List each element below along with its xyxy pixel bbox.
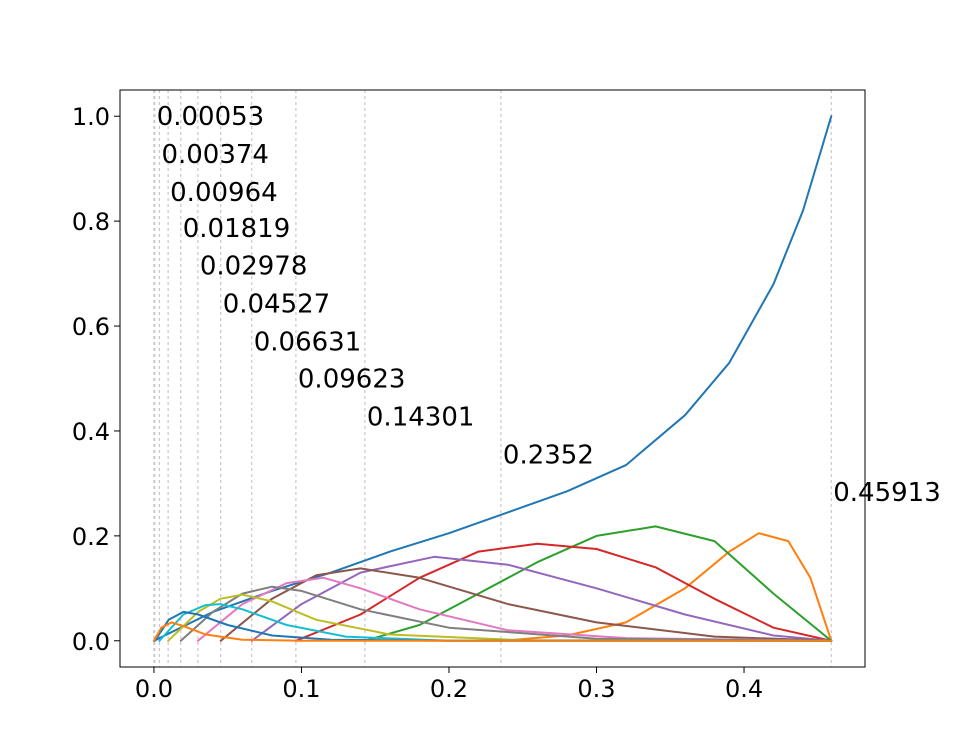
x-axis: 0.0 0.1 0.2 0.3 0.4: [135, 667, 763, 703]
knot-annotation: 0.04527: [223, 289, 331, 319]
series-line: [294, 542, 833, 642]
knot-annotation: 0.06631: [254, 327, 362, 357]
knot-annotation: 0.02978: [200, 252, 308, 282]
y-tick-label: 0.0: [72, 628, 110, 656]
knot-annotation: 0.14301: [367, 402, 475, 432]
series-line: [499, 532, 833, 642]
plot-area-frame: [119, 89, 866, 668]
knot-annotation: 0.00053: [157, 102, 265, 132]
y-tick-label: 1.0: [72, 103, 110, 131]
y-tick-label: 0.4: [72, 418, 110, 446]
knot-annotation: 0.09623: [298, 365, 406, 395]
y-tick-label: 0.6: [72, 313, 110, 341]
series-lines: [152, 115, 833, 642]
x-tick-label: 0.3: [577, 675, 615, 703]
knot-annotation: 0.01819: [183, 214, 291, 244]
x-tick-label: 0.4: [725, 675, 763, 703]
x-tick-label: 0.1: [282, 675, 320, 703]
knot-annotation: 0.2352: [503, 441, 594, 471]
series-line: [219, 567, 833, 642]
knot-annotation: 0.00374: [161, 140, 269, 170]
series-line: [158, 603, 833, 642]
x-tick-label: 0.2: [430, 675, 468, 703]
knot-annotation: 0.45913: [833, 478, 941, 508]
series-line: [250, 555, 833, 642]
y-tick-label: 0.2: [72, 523, 110, 551]
series-line: [179, 585, 833, 642]
y-tick-label: 0.8: [72, 208, 110, 236]
knot-annotation: 0.00964: [170, 178, 278, 208]
knot-annotations: 0.00053 0.00374 0.00964 0.01819 0.02978 0.045…: [157, 102, 941, 508]
y-axis: 0.0 0.2 0.4 0.6 0.8 1.0: [72, 103, 120, 656]
series-line: [167, 593, 833, 642]
x-tick-label: 0.0: [135, 675, 173, 703]
series-line: [152, 621, 833, 642]
